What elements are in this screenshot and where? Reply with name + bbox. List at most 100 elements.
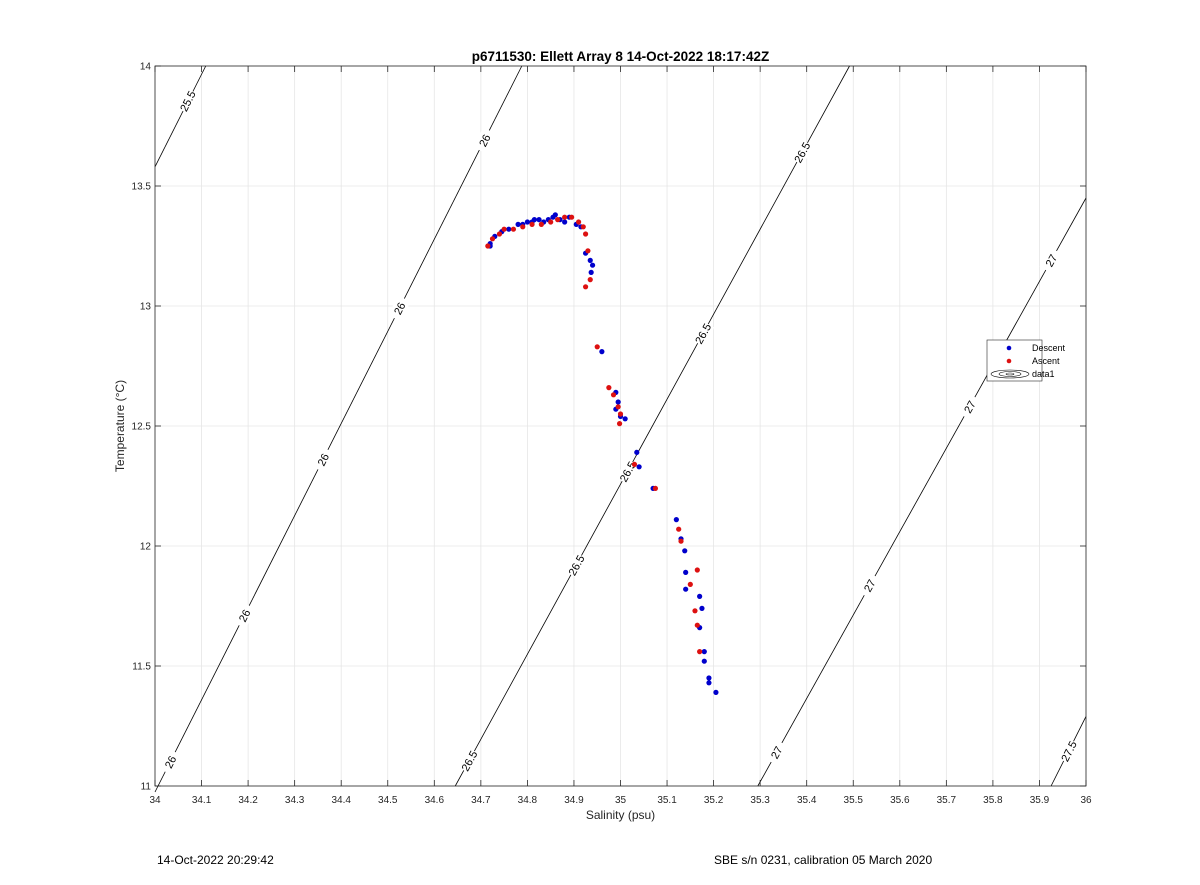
descent-point	[552, 212, 558, 218]
descent-point	[587, 257, 593, 263]
axis-ticks: 34 34.1 34.2 34.3 34.4 34.5 34.6 34.7 34.8 34.9 35…	[132, 62, 1092, 807]
x-tick-label: 34	[149, 795, 161, 806]
descent-point	[589, 262, 596, 268]
x-tick-label: 34.3	[285, 795, 305, 806]
x-tick-label: 35	[615, 795, 627, 806]
descent-point	[636, 464, 642, 470]
ascent-point	[569, 214, 575, 220]
ascent-point	[529, 221, 535, 227]
ascent-point	[615, 404, 621, 410]
x-tick-label: 35.4	[797, 795, 817, 806]
isopycnal-label: 26.5	[460, 749, 481, 774]
x-tick-label: 35.5	[844, 795, 864, 806]
descent-point	[536, 217, 542, 223]
x-tick-label: 34.9	[564, 795, 584, 806]
descent-point	[697, 593, 703, 600]
ascent-point	[585, 248, 591, 254]
descent-point	[699, 605, 705, 612]
x-tick-label: 35.2	[704, 795, 724, 806]
isopycnal-label-gap	[473, 127, 496, 154]
ascent-point	[678, 538, 684, 544]
ascent-point	[520, 224, 526, 230]
legend-contour-icon	[990, 369, 1030, 379]
descent-point	[701, 658, 707, 664]
descent-point	[506, 226, 512, 232]
x-tick-label: 34.6	[425, 795, 445, 806]
isopycnal-line	[154, 65, 207, 167]
ascent-point	[555, 217, 561, 223]
descent-point	[524, 219, 531, 225]
legend-box	[986, 339, 1043, 382]
x-tick-label: 35.3	[750, 795, 770, 806]
ascent-point	[489, 236, 496, 242]
descent-point	[673, 517, 679, 523]
ascent-point	[610, 392, 617, 398]
isopycnal-label-gap	[858, 572, 882, 599]
isopycnal-label-gap	[691, 320, 715, 347]
y-tick-label: 11.5	[132, 662, 151, 673]
ascent-point	[616, 421, 623, 427]
y-axis-label: Temperature (°C)	[113, 380, 127, 472]
descent-point	[515, 221, 521, 227]
ascent-point	[576, 219, 582, 225]
ascent-point	[496, 231, 503, 237]
isopycnal-label: 26.5	[693, 322, 714, 347]
x-tick-label: 34.7	[471, 795, 491, 806]
x-tick-label: 34.1	[192, 795, 212, 806]
x-tick-label: 35.9	[1030, 795, 1050, 806]
isopycnal-label-gap	[159, 749, 182, 775]
footer-sensor-info: SBE s/n 0231, calibration 05 March 2020	[714, 853, 933, 867]
isopycnal-label-gap	[1039, 247, 1063, 274]
ascent-point	[676, 526, 682, 532]
legend-descent-marker	[1006, 345, 1012, 351]
y-tick-label: 14	[140, 62, 152, 73]
isopycnal-line	[154, 65, 523, 793]
isopycnal-label: 26.5	[567, 553, 588, 578]
isopycnal-label-gap	[311, 446, 335, 473]
isopycnal-label: 27	[862, 578, 878, 595]
legend-contour-label: data1	[1032, 369, 1055, 379]
descent-point	[615, 399, 621, 405]
y-tick-label: 13.5	[132, 182, 152, 193]
isopycnal-line	[757, 197, 1087, 787]
chart-title: p6711530: Ellett Array 8 14-Oct-2022 18:…	[472, 49, 769, 64]
descent-point	[562, 219, 568, 225]
x-tick-label: 34.8	[518, 795, 538, 806]
isopycnal-label: 26	[316, 452, 332, 468]
descent-point	[588, 269, 594, 275]
isopycnal-label-gap	[176, 88, 199, 115]
descent-point	[531, 217, 537, 223]
ascent-point	[548, 219, 554, 225]
ascent-point	[692, 608, 698, 614]
isopycnal-label-gap	[790, 139, 814, 166]
isopycnal-label: 26	[392, 301, 408, 317]
ascent-point	[562, 214, 568, 220]
ascent-point	[501, 226, 507, 232]
ascent-point	[582, 231, 589, 237]
ascent-point	[652, 485, 659, 491]
descent-point	[622, 416, 628, 422]
descent-point	[706, 675, 712, 681]
legend: Descent Ascent data1	[986, 339, 1066, 382]
ascent-point	[694, 622, 700, 628]
ascent-point	[510, 226, 517, 232]
x-tick-label: 34.4	[331, 795, 351, 806]
x-axis-label: Salinity (psu)	[586, 808, 655, 822]
isopycnal-line	[454, 65, 850, 787]
descent-point	[634, 449, 640, 455]
x-tick-label: 34.5	[378, 795, 398, 806]
y-tick-label: 13	[140, 302, 152, 313]
data-points	[485, 212, 719, 696]
ascent-point	[587, 277, 593, 283]
legend-ascent-marker	[1006, 358, 1012, 364]
legend-contour-icon-core	[1005, 372, 1015, 376]
descent-point	[701, 649, 707, 655]
x-tick-label: 35.7	[937, 795, 957, 806]
legend-ascent-label: Ascent	[1032, 356, 1060, 366]
isopycnal-label: 26.5	[793, 141, 814, 166]
isopycnal-label-gap	[233, 602, 256, 629]
y-tick-label: 12	[140, 542, 152, 553]
descent-point	[682, 548, 688, 554]
isopycnal-label-gap	[764, 739, 788, 766]
